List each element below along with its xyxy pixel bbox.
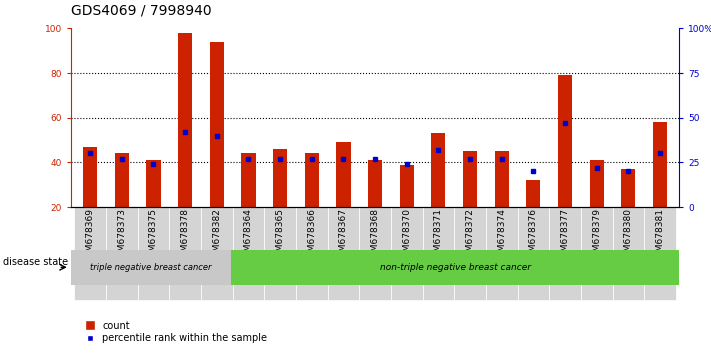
FancyBboxPatch shape <box>644 207 676 300</box>
Legend: count, percentile rank within the sample: count, percentile rank within the sample <box>76 317 271 347</box>
FancyBboxPatch shape <box>422 207 454 300</box>
Bar <box>210 42 224 207</box>
Bar <box>621 169 636 207</box>
Bar <box>558 75 572 207</box>
FancyBboxPatch shape <box>486 207 518 300</box>
FancyBboxPatch shape <box>138 207 169 300</box>
FancyBboxPatch shape <box>232 207 264 300</box>
FancyBboxPatch shape <box>264 207 296 300</box>
Bar <box>400 165 414 207</box>
FancyBboxPatch shape <box>106 207 138 300</box>
Text: GDS4069 / 7998940: GDS4069 / 7998940 <box>71 4 212 18</box>
Bar <box>463 151 477 207</box>
Bar <box>589 160 604 207</box>
Text: triple negative breast cancer: triple negative breast cancer <box>90 263 212 272</box>
Bar <box>241 154 255 207</box>
Bar <box>432 133 446 207</box>
FancyBboxPatch shape <box>328 207 359 300</box>
FancyBboxPatch shape <box>391 207 422 300</box>
FancyBboxPatch shape <box>296 207 328 300</box>
Bar <box>273 149 287 207</box>
FancyBboxPatch shape <box>518 207 549 300</box>
FancyBboxPatch shape <box>169 207 201 300</box>
FancyBboxPatch shape <box>581 207 612 300</box>
FancyBboxPatch shape <box>74 207 106 300</box>
Bar <box>178 33 192 207</box>
FancyBboxPatch shape <box>201 207 232 300</box>
Bar <box>83 147 97 207</box>
Bar <box>146 160 161 207</box>
Text: non-triple negative breast cancer: non-triple negative breast cancer <box>380 263 530 272</box>
FancyBboxPatch shape <box>549 207 581 300</box>
FancyBboxPatch shape <box>359 207 391 300</box>
FancyBboxPatch shape <box>612 207 644 300</box>
FancyBboxPatch shape <box>454 207 486 300</box>
Bar <box>304 154 319 207</box>
Bar <box>368 160 383 207</box>
Bar <box>495 151 509 207</box>
Bar <box>114 154 129 207</box>
Bar <box>653 122 667 207</box>
Bar <box>526 180 540 207</box>
Text: disease state: disease state <box>3 257 68 267</box>
Bar <box>336 142 351 207</box>
